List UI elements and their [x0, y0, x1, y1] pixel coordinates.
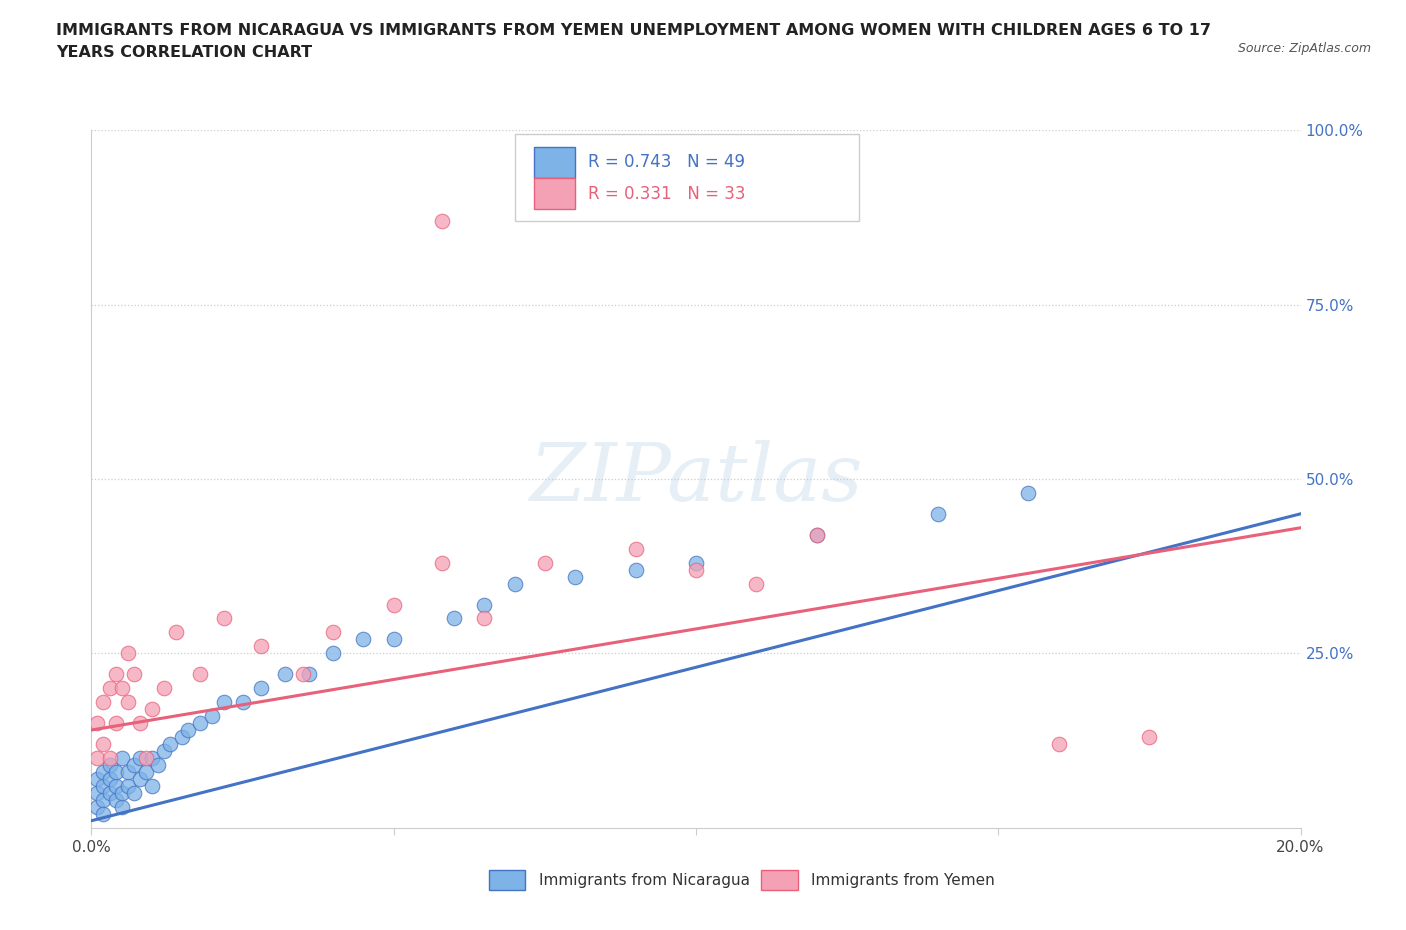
Point [927, 506, 949, 521]
Point [624, 541, 647, 556]
Point [104, 778, 127, 793]
Point [177, 723, 200, 737]
Point [188, 716, 211, 731]
Point [564, 569, 586, 584]
Point [93, 695, 115, 710]
Point [472, 597, 495, 612]
Point [146, 757, 169, 772]
Point [685, 555, 707, 570]
Point [93, 806, 115, 821]
Point [1018, 485, 1040, 500]
FancyBboxPatch shape [534, 147, 575, 178]
Point [104, 716, 127, 731]
Point [141, 778, 163, 793]
Point [117, 695, 139, 710]
Point [274, 667, 297, 682]
Point [1047, 737, 1070, 751]
Point [93, 792, 115, 807]
Point [322, 625, 344, 640]
Point [98, 751, 121, 765]
Point [122, 757, 145, 772]
Point [117, 764, 139, 779]
Point [93, 764, 115, 779]
Text: R = 0.331   N = 33: R = 0.331 N = 33 [588, 185, 745, 203]
Point [430, 214, 453, 229]
Point [472, 611, 495, 626]
Point [128, 751, 150, 765]
Point [141, 701, 163, 716]
Point [624, 562, 647, 577]
Point [172, 729, 194, 744]
Point [98, 757, 121, 772]
Point [104, 764, 127, 779]
Text: Immigrants from Yemen: Immigrants from Yemen [811, 872, 994, 887]
Point [249, 639, 271, 654]
Point [806, 527, 828, 542]
Point [104, 667, 127, 682]
Point [806, 527, 828, 542]
Point [86, 800, 108, 815]
Point [135, 751, 157, 765]
Point [122, 667, 145, 682]
Point [382, 597, 405, 612]
Point [443, 611, 465, 626]
Point [86, 751, 108, 765]
FancyBboxPatch shape [489, 870, 526, 891]
Point [292, 667, 315, 682]
Text: IMMIGRANTS FROM NICARAGUA VS IMMIGRANTS FROM YEMEN UNEMPLOYMENT AMONG WOMEN WITH: IMMIGRANTS FROM NICARAGUA VS IMMIGRANTS … [56, 23, 1211, 60]
Point [111, 785, 132, 800]
Point [86, 716, 108, 731]
FancyBboxPatch shape [761, 870, 797, 891]
Point [117, 778, 139, 793]
Point [122, 785, 145, 800]
FancyBboxPatch shape [515, 134, 859, 221]
Point [86, 785, 108, 800]
Point [503, 577, 526, 591]
Point [93, 778, 115, 793]
Point [214, 695, 236, 710]
Point [153, 681, 176, 696]
Point [93, 737, 115, 751]
Point [128, 772, 150, 787]
Point [111, 800, 132, 815]
Point [231, 695, 253, 710]
Point [1139, 729, 1161, 744]
Point [685, 562, 707, 577]
Point [165, 625, 187, 640]
FancyBboxPatch shape [534, 179, 575, 209]
Point [117, 646, 139, 661]
Point [111, 681, 132, 696]
Point [98, 681, 121, 696]
Point [141, 751, 163, 765]
Point [533, 555, 555, 570]
Point [111, 751, 132, 765]
Point [104, 792, 127, 807]
Point [135, 764, 157, 779]
Point [382, 632, 405, 647]
Point [352, 632, 374, 647]
Point [745, 577, 768, 591]
Point [214, 611, 236, 626]
Point [128, 716, 150, 731]
Text: ZIPatlas: ZIPatlas [529, 440, 863, 518]
Point [298, 667, 321, 682]
Text: Source: ZipAtlas.com: Source: ZipAtlas.com [1237, 42, 1371, 55]
Point [201, 709, 224, 724]
Point [430, 555, 453, 570]
Point [322, 646, 344, 661]
Text: R = 0.743   N = 49: R = 0.743 N = 49 [588, 153, 745, 171]
Point [159, 737, 181, 751]
Point [188, 667, 211, 682]
Point [249, 681, 271, 696]
Point [86, 772, 108, 787]
Point [98, 785, 121, 800]
Point [153, 744, 176, 759]
Point [98, 772, 121, 787]
Text: Immigrants from Nicaragua: Immigrants from Nicaragua [538, 872, 749, 887]
